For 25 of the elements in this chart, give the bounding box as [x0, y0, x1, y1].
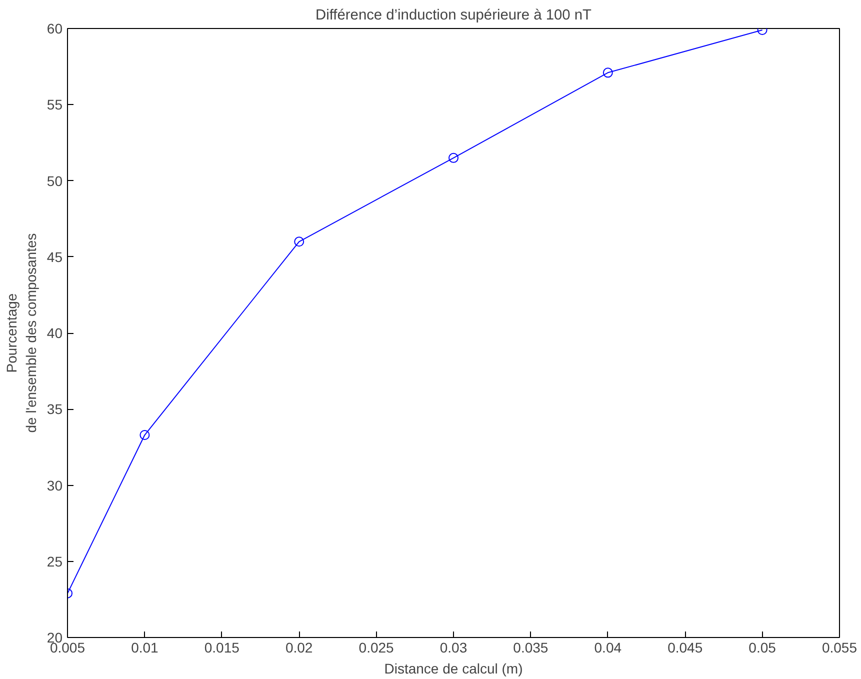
point [294, 236, 304, 247]
x-tick-label: 0.03 [440, 640, 468, 656]
y-tick-label: 35 [46, 401, 63, 418]
y-tick-label: 45 [46, 248, 63, 265]
y-tick-label: 40 [46, 325, 63, 341]
y-tick-label: 30 [46, 477, 63, 494]
y-tick-label: 50 [46, 172, 63, 189]
x-axis-title: Distance de calcul (m) [384, 660, 523, 676]
x-tick-label: 0.02 [285, 640, 313, 656]
y-axis-title: Pourcentage de l'ensemble des composantes [4, 233, 39, 433]
x-tick-label: 0.035 [513, 640, 548, 656]
x-tick-label: 0.04 [594, 640, 622, 656]
point [602, 68, 613, 78]
point [140, 430, 150, 440]
x-tick-label: 0.045 [668, 640, 703, 656]
y-tick-label: 60 [46, 20, 63, 36]
x-tick-label: 0.05 [748, 640, 776, 656]
chart-title: Différence d’induction supérieure à 100 nT [316, 8, 592, 24]
y-tick-label: 25 [46, 553, 63, 570]
y-tick-label: 55 [46, 96, 63, 113]
x-tick-label: 0.025 [358, 640, 394, 656]
x-tick-label: 0.015 [204, 640, 240, 656]
point [448, 152, 458, 163]
x-tick-label: 0.01 [131, 640, 159, 656]
x-tick-label: 0.055 [822, 640, 858, 656]
